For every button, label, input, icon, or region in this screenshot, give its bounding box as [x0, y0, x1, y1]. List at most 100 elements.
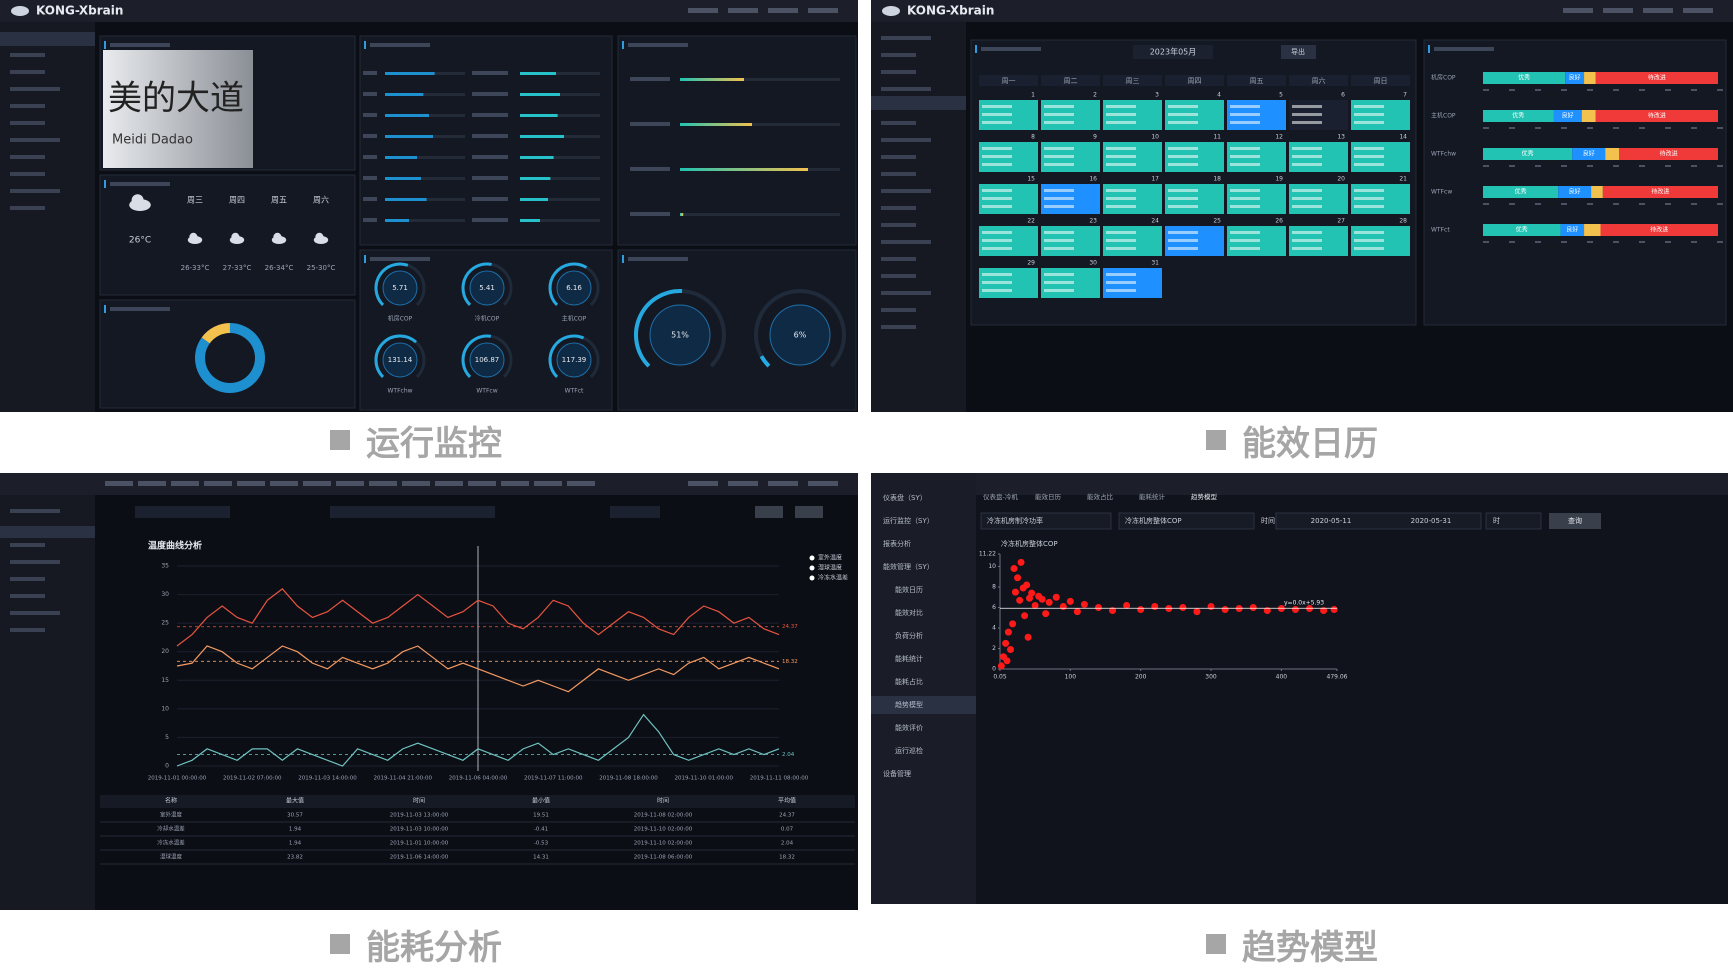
- menu-item[interactable]: 负荷分析: [895, 631, 923, 640]
- scatter-point: [1045, 598, 1053, 606]
- scatter-point: [1123, 601, 1131, 609]
- progress-track: [520, 114, 600, 117]
- day-text: [1292, 189, 1322, 192]
- menu-item[interactable]: 能耗统计: [895, 654, 923, 663]
- bar-scale: [1613, 127, 1619, 129]
- weather-icon: [231, 232, 240, 241]
- dropdown[interactable]: [980, 512, 1112, 530]
- bar-scale: [1665, 89, 1671, 91]
- menu-item: [10, 155, 45, 159]
- day-text: [982, 247, 1012, 250]
- progress-bar: [520, 198, 548, 201]
- tab[interactable]: 能效日历: [1035, 492, 1062, 501]
- menu-item[interactable]: 仪表盘（SY）: [883, 493, 927, 502]
- menu-item: [881, 155, 916, 159]
- day-number: 3: [1155, 92, 1159, 99]
- bar-scale: [1639, 165, 1645, 167]
- table-header-cell: 平均值: [778, 797, 796, 805]
- x-tick-label: 2019-11-06 04:00:00: [449, 776, 508, 782]
- progress-track: [385, 93, 465, 96]
- day-text: [982, 239, 1012, 242]
- weather-temp: 27-33°C: [223, 264, 252, 272]
- menu-item[interactable]: 设备管理: [883, 769, 911, 778]
- caption-text: 运行监控: [366, 423, 502, 464]
- dropdown[interactable]: [1118, 512, 1255, 530]
- progress-bar: [385, 135, 433, 138]
- tab[interactable]: 能效占比: [1087, 492, 1114, 501]
- background: [871, 473, 1728, 904]
- day-text: [1044, 147, 1074, 150]
- day-number: 6: [1341, 92, 1345, 99]
- x-tick-label: 2019-11-01 00:00:00: [148, 776, 207, 782]
- day-text: [1168, 189, 1198, 192]
- bar-scale: [1483, 165, 1489, 167]
- menu-item[interactable]: 能效评价: [895, 723, 923, 732]
- day-text: [1106, 189, 1136, 192]
- tab[interactable]: 仪表盘-冷机: [983, 492, 1018, 501]
- progress-bar: [520, 93, 560, 96]
- menu-item[interactable]: 能效日历: [895, 585, 923, 594]
- weekday: 周六: [1312, 76, 1326, 85]
- y-tick-label: 11.22: [979, 551, 996, 558]
- fit-label: y=0.0x+5.93: [1284, 600, 1324, 607]
- bar-label: WTFchw: [1431, 151, 1456, 158]
- weekday-header: [1165, 75, 1224, 86]
- menu-item[interactable]: 报表分析: [883, 539, 911, 548]
- top-bar: [871, 473, 1728, 495]
- bar-scale: [1691, 203, 1697, 205]
- segment-label: 待改进: [1660, 150, 1678, 158]
- dropdown[interactable]: [1485, 512, 1542, 530]
- weather-temp: 26-34°C: [265, 264, 294, 272]
- menu-active: [0, 526, 95, 538]
- day-text: [1230, 205, 1260, 208]
- day-text: [1168, 197, 1198, 200]
- weather-day: 周五: [271, 196, 287, 205]
- x-tick-label: 2019-11-11 08:00:00: [750, 776, 809, 782]
- gauge-face: [382, 270, 418, 306]
- gauge-value: 131.14: [388, 356, 413, 364]
- progress-track: [385, 156, 465, 159]
- day-text: [1292, 163, 1322, 166]
- bar-scale: [1717, 241, 1723, 243]
- day-text: [1354, 121, 1384, 124]
- top-control: [728, 8, 758, 13]
- day-text: [1354, 247, 1384, 250]
- button[interactable]: [795, 506, 823, 518]
- top-control: [768, 8, 798, 13]
- menu-item[interactable]: 运行监控（SY）: [883, 516, 934, 525]
- background: [0, 473, 858, 910]
- menu-item[interactable]: 趋势模型: [895, 700, 923, 709]
- query-button[interactable]: [1549, 513, 1601, 529]
- day-text: [982, 281, 1012, 284]
- x-tick-label: 100: [1065, 674, 1077, 681]
- bar-segment: [1581, 110, 1596, 122]
- export-button[interactable]: [1281, 45, 1316, 59]
- menu-item: [10, 172, 45, 176]
- date-range[interactable]: [1275, 512, 1482, 530]
- menu-item[interactable]: 能效管理（SY）: [883, 562, 934, 571]
- x-tick-label: 2019-11-02 07:00:00: [223, 776, 282, 782]
- scatter-point: [1011, 588, 1019, 596]
- load-label: [630, 167, 670, 171]
- scatter-point: [1094, 604, 1102, 612]
- menu-item[interactable]: 能耗占比: [895, 677, 923, 686]
- progress-bar: [385, 219, 409, 222]
- day-number: 24: [1151, 218, 1159, 225]
- caption: 运行监控: [330, 418, 502, 464]
- bar-scale: [1639, 127, 1645, 129]
- menu-item: [10, 509, 60, 513]
- tab: [435, 481, 463, 486]
- day-text: [1230, 247, 1260, 250]
- progress-label: [363, 218, 377, 222]
- tab[interactable]: 趋势模型: [1191, 492, 1218, 501]
- menu-item[interactable]: 能效对比: [895, 608, 923, 617]
- day-number: 30: [1089, 260, 1097, 267]
- menu-item[interactable]: 运行巡检: [895, 746, 923, 755]
- day-text: [1044, 239, 1074, 242]
- button[interactable]: [755, 506, 783, 518]
- day-text: [1230, 147, 1260, 150]
- day-text: [1230, 189, 1260, 192]
- station-name-en: Meidi Dadao: [112, 133, 193, 148]
- tab[interactable]: 能耗统计: [1139, 492, 1166, 501]
- day-text: [1354, 163, 1384, 166]
